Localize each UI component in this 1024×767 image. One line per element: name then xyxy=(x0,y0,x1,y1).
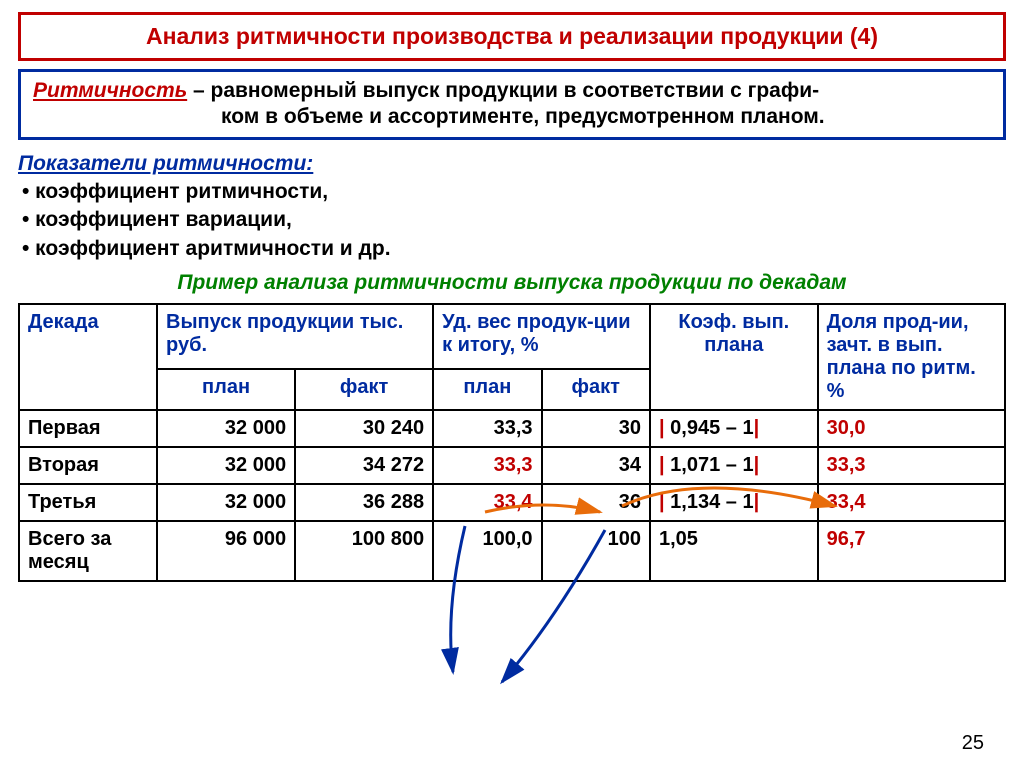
cell-fact-pct: 100 xyxy=(542,521,650,581)
cell-coef: | 0,945 – 1| xyxy=(650,410,818,447)
definition-box: Ритмичность – равномерный выпуск продукц… xyxy=(18,69,1006,140)
cell-coef: | 1,071 – 1| xyxy=(650,447,818,484)
cell-share: 96,7 xyxy=(818,521,1005,581)
indicator-item: • коэффициент аритмичности и др. xyxy=(22,235,1006,263)
cell-plan-output: 32 000 xyxy=(157,484,295,521)
cell-fact-pct: 36 xyxy=(542,484,650,521)
page-number: 25 xyxy=(962,732,984,755)
cell-share: 33,4 xyxy=(818,484,1005,521)
table-row: Первая32 00030 24033,330| 0,945 – 1|30,0 xyxy=(19,410,1005,447)
cell-share: 33,3 xyxy=(818,447,1005,484)
definition-line1: – равномерный выпуск продукции в соответ… xyxy=(187,79,819,102)
cell-fact-pct: 30 xyxy=(542,410,650,447)
th-dekada: Декада xyxy=(19,304,157,410)
example-title: Пример анализа ритмичности выпуска проду… xyxy=(18,271,1006,295)
row-label: Первая xyxy=(19,410,157,447)
indicators-list: • коэффициент ритмичности, • коэффициент… xyxy=(22,178,1006,263)
cell-fact-pct: 34 xyxy=(542,447,650,484)
cell-coef: | 1,134 – 1| xyxy=(650,484,818,521)
cell-plan-pct: 100,0 xyxy=(433,521,541,581)
th-fact: факт xyxy=(295,369,433,409)
row-label: Вторая xyxy=(19,447,157,484)
th-udves: Уд. вес продук-ции к итогу, % xyxy=(433,304,650,370)
definition-line2: ком в объеме и ассортименте, предусмотре… xyxy=(221,105,825,128)
cell-plan-pct: 33,4 xyxy=(433,484,541,521)
definition-term: Ритмичность xyxy=(33,79,187,102)
indicators-heading: Показатели ритмичности: xyxy=(18,150,1006,178)
cell-share: 30,0 xyxy=(818,410,1005,447)
indicator-item: • коэффициент вариации, xyxy=(22,206,1006,234)
cell-plan-output: 32 000 xyxy=(157,410,295,447)
th-coef: Коэф. вып. плана xyxy=(650,304,818,410)
rhythm-table: Декада Выпуск продукции тыс. руб. Уд. ве… xyxy=(18,303,1006,582)
cell-fact-output: 100 800 xyxy=(295,521,433,581)
table-row: Третья32 00036 28833,436| 1,134 – 1|33,4 xyxy=(19,484,1005,521)
indicators-block: Показатели ритмичности: • коэффициент ри… xyxy=(18,150,1006,263)
cell-plan-output: 32 000 xyxy=(157,447,295,484)
cell-fact-output: 34 272 xyxy=(295,447,433,484)
row-label: Всего за месяц xyxy=(19,521,157,581)
table-row: Всего за месяц96 000100 800100,01001,059… xyxy=(19,521,1005,581)
cell-plan-output: 96 000 xyxy=(157,521,295,581)
cell-plan-pct: 33,3 xyxy=(433,447,541,484)
indicator-item: • коэффициент ритмичности, xyxy=(22,178,1006,206)
row-label: Третья xyxy=(19,484,157,521)
th-output: Выпуск продукции тыс. руб. xyxy=(157,304,433,370)
cell-plan-pct: 33,3 xyxy=(433,410,541,447)
table-row: Вторая32 00034 27233,334| 1,071 – 1|33,3 xyxy=(19,447,1005,484)
th-plan: план xyxy=(157,369,295,409)
slide-title: Анализ ритмичности производства и реализ… xyxy=(18,12,1006,61)
cell-fact-output: 30 240 xyxy=(295,410,433,447)
cell-fact-output: 36 288 xyxy=(295,484,433,521)
th-plan2: план xyxy=(433,369,541,409)
cell-coef: 1,05 xyxy=(650,521,818,581)
th-share: Доля прод-ии, зачт. в вып. плана по ритм… xyxy=(818,304,1005,410)
th-fact2: факт xyxy=(542,369,650,409)
